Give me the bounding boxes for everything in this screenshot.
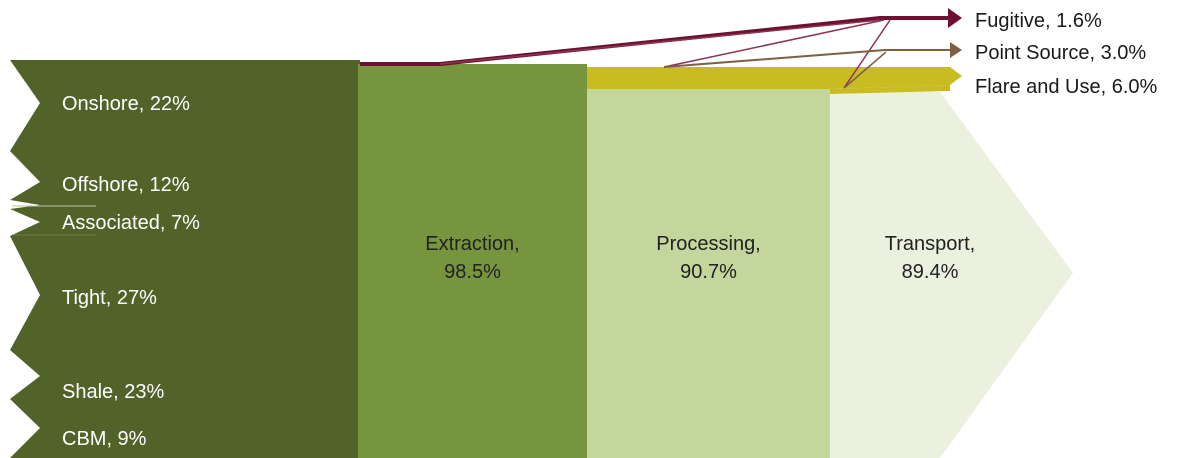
source-label-tight: Tight, 27% — [62, 287, 157, 309]
stage-extraction-name: Extraction, — [425, 233, 520, 255]
fugitive-feeder — [663, 19, 885, 68]
fugitive-flow — [360, 16, 952, 66]
loss-label-point-source: Point Source, 3.0% — [975, 42, 1147, 64]
transport-arrow — [830, 92, 1073, 458]
point-source-feeder — [843, 51, 887, 89]
source-label-onshore: Onshore, 22% — [62, 93, 190, 115]
flare-band — [587, 67, 962, 89]
source-label-shale: Shale, 23% — [62, 381, 165, 403]
stage-transport-value: 89.4% — [901, 261, 959, 283]
flare-band-tail — [830, 85, 950, 94]
extraction-block — [358, 64, 587, 458]
loss-label-flare: Flare and Use, 6.0% — [975, 76, 1158, 98]
source-label-offshore: Offshore, 12% — [62, 174, 190, 196]
source-label-associated: Associated, 7% — [62, 212, 200, 234]
processing-block — [587, 87, 830, 458]
loss-label-fugitive: Fugitive, 1.6% — [975, 10, 1102, 32]
point-source-flow — [663, 49, 954, 68]
stage-processing-name: Processing, — [656, 233, 761, 255]
stage-processing-label: Processing, 90.7% — [587, 230, 830, 286]
stage-transport-name: Transport, — [884, 233, 976, 255]
source-label-cbm: CBM, 9% — [62, 428, 147, 450]
point-source-arrowhead — [950, 42, 962, 58]
fugitive-feeder — [439, 19, 881, 65]
source-band — [10, 60, 360, 458]
fugitive-arrowhead — [948, 8, 962, 28]
fugitive-feeder — [843, 19, 891, 89]
stage-transport-label: Transport, 89.4% — [830, 230, 1030, 286]
stage-extraction-value: 98.5% — [444, 261, 501, 283]
stage-processing-value: 90.7% — [680, 261, 737, 283]
stage-extraction-label: Extraction, 98.5% — [358, 230, 587, 286]
